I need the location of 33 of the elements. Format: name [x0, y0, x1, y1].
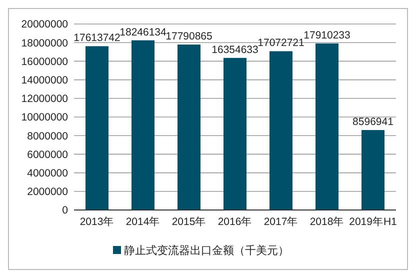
bar	[224, 58, 246, 210]
y-tick-label: 18000000	[21, 37, 68, 50]
bar	[316, 43, 338, 210]
data-label: 17790865	[166, 30, 213, 43]
data-label: 17910233	[304, 29, 351, 42]
x-tick-label: 2016年	[218, 216, 252, 228]
bar	[178, 44, 200, 210]
x-tick-label: 2018年	[310, 216, 344, 228]
y-tick-label: 10000000	[21, 112, 68, 124]
bar	[362, 130, 384, 210]
x-tick-label: 2019年H1	[349, 216, 398, 228]
data-label: 17072721	[258, 37, 305, 50]
y-tick-label: 6000000	[27, 148, 68, 161]
bar	[132, 40, 154, 210]
y-tick-label: 0	[62, 204, 68, 217]
data-label: 8596941	[352, 116, 394, 128]
y-tick-label: 12000000	[21, 93, 68, 106]
y-tick-label: 20000000	[21, 18, 68, 31]
y-tick-label: 8000000	[27, 130, 68, 142]
x-tick-label: 2014年	[126, 216, 160, 228]
bar	[270, 51, 292, 210]
x-tick-label: 2013年	[80, 216, 114, 228]
x-tick-label: 2017年	[264, 216, 298, 228]
bar	[86, 46, 108, 210]
data-label: 16354633	[212, 44, 259, 56]
legend-label: 静止式变流器出口金额（千美元）	[124, 244, 289, 257]
y-tick-label: 14000000	[21, 74, 68, 86]
data-label: 18246134	[120, 26, 167, 38]
x-tick-label: 2015年	[172, 216, 206, 228]
y-tick-label: 16000000	[21, 56, 68, 68]
y-tick-label: 2000000	[27, 186, 68, 198]
y-tick-label: 4000000	[27, 167, 68, 180]
data-label: 17613742	[74, 32, 121, 44]
